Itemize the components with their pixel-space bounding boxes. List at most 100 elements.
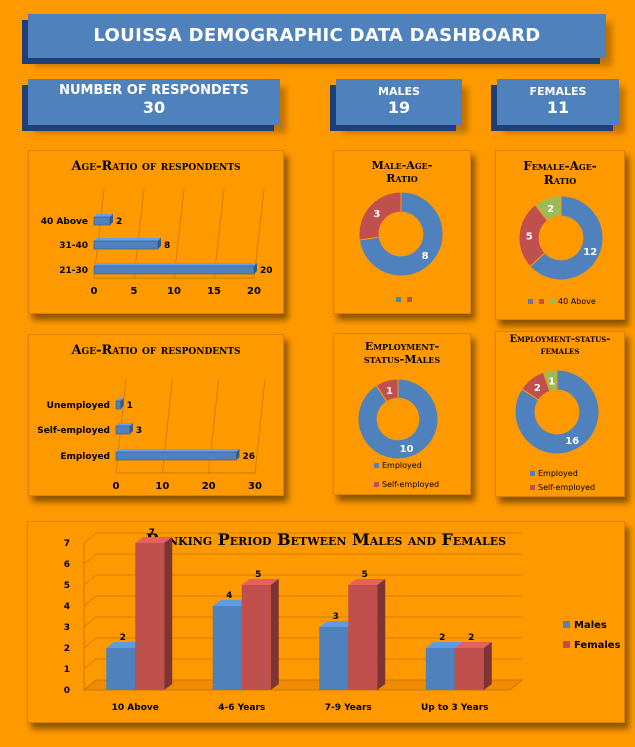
x-tick-label: 30 <box>248 481 262 492</box>
employment-ratio-panel: Age-Ratio of respondents 0 10 20 30 1 Unemplo… <box>28 334 284 496</box>
y-tick-label: 5 <box>64 581 70 591</box>
age-ratio-title: Age-Ratio of respondents <box>71 159 241 174</box>
slice-value-label: 2 <box>547 204 554 215</box>
slice-value-label: 1 <box>548 377 555 388</box>
bar-end <box>110 214 113 225</box>
category-label: 21-30 <box>59 266 88 276</box>
bar-end <box>158 238 161 249</box>
employment-males-donut: 10 1 Employed Self-employed <box>357 378 439 489</box>
x-tick-label: 0 <box>113 481 120 492</box>
age-ratio-panel: Age-Ratio of respondents 0 5 10 15 20 2 40 Abo… <box>28 150 284 314</box>
data-label: 3 <box>333 612 339 622</box>
bar-top <box>116 423 133 426</box>
bar-side <box>483 642 492 690</box>
grid-line <box>83 658 97 670</box>
data-label: 2 <box>120 633 126 643</box>
bar <box>454 648 484 690</box>
bar-end <box>120 398 124 409</box>
employment-females-title: Employment-status-females <box>509 334 611 357</box>
slice-value-label: 5 <box>526 231 533 242</box>
bar <box>93 240 159 250</box>
donut-slice <box>375 378 399 403</box>
grid-line <box>254 378 266 474</box>
category-label: 10 Above <box>112 703 159 713</box>
donut-slice <box>358 191 444 277</box>
bar-top <box>116 398 124 401</box>
grid-line <box>93 188 105 279</box>
bar <box>425 648 455 690</box>
bar-end <box>254 263 257 274</box>
x-tick-label: 0 <box>91 286 98 297</box>
x-tick-label: 20 <box>202 481 216 492</box>
bar-top <box>94 214 113 217</box>
employment-males-title: Employment-status-Males <box>363 340 441 366</box>
data-label: 2 <box>468 633 474 643</box>
y-tick-label: 7 <box>64 539 70 549</box>
category-label: 40 Above <box>41 217 88 227</box>
respondents-value: 30 <box>142 98 166 117</box>
bar <box>241 585 271 690</box>
bar-side <box>377 579 386 690</box>
males-label: MALES <box>378 85 420 98</box>
males-banner: MALES 19 <box>336 79 462 125</box>
legend-swatch <box>530 485 535 490</box>
donut-slice <box>529 195 604 281</box>
data-label: 8 <box>164 241 170 251</box>
x-tick-label: 20 <box>247 286 261 297</box>
grid-line <box>83 574 97 586</box>
legend-label: 40 Above <box>558 297 596 306</box>
y-tick-label: 2 <box>64 644 70 654</box>
y-tick-label: 0 <box>64 686 70 696</box>
category-label: 7-9 Years <box>325 703 372 713</box>
data-label: 26 <box>242 452 255 462</box>
data-label: 7 <box>149 528 155 538</box>
slice-value-label: 10 <box>400 444 414 455</box>
legend-swatch <box>396 297 401 302</box>
female-age-donut: 12 5 2 40 Above <box>518 195 604 306</box>
x-tick-label: 10 <box>155 481 169 492</box>
bar <box>348 585 378 690</box>
slice-value-label: 8 <box>422 251 429 262</box>
grid-line <box>83 616 97 628</box>
category-label: 31-40 <box>59 241 88 251</box>
donut-slice <box>542 369 558 392</box>
bar-top <box>454 642 492 648</box>
employment-ratio-title: Age-Ratio of respondents <box>71 343 241 358</box>
male-age-donut: 83 <box>358 191 444 302</box>
bar <box>135 543 165 690</box>
bar-top <box>425 642 463 648</box>
legend-swatch <box>374 482 379 487</box>
legend-swatch <box>528 299 533 304</box>
grid-line <box>83 637 97 649</box>
bar-top <box>348 579 386 585</box>
females-value: 11 <box>546 98 570 117</box>
bar-end <box>236 449 240 460</box>
female-age-title: Female-Age-Ratio <box>523 159 597 187</box>
grid-line <box>83 679 97 691</box>
legend-swatch <box>530 471 535 476</box>
data-label: 5 <box>255 570 261 580</box>
data-label: 3 <box>136 426 142 436</box>
banking-period-panel: Banking Period Between Males and Females… <box>27 521 625 723</box>
respondents-banner: NUMBER OF RESPONDETS 30 <box>28 79 280 125</box>
bar <box>106 648 136 690</box>
donut-slice <box>357 378 439 460</box>
x-tick-label: 15 <box>207 286 221 297</box>
bar <box>115 425 131 435</box>
females-label: FEMALES <box>529 85 587 98</box>
dashboard-title: LOUISSA DEMOGRAPHIC DATA DASHBOARD <box>93 25 541 46</box>
banking-period-title: Banking Period Between Males and Females <box>145 530 507 549</box>
donut-slice <box>358 191 402 241</box>
legend-swatch <box>374 463 379 468</box>
grid-line <box>83 532 97 544</box>
employment-ratio-chart: 0 10 20 30 1 Unemployed 3 Self-employed 26 Employ… <box>37 378 266 492</box>
bar-side <box>164 537 173 690</box>
data-label: 5 <box>362 570 368 580</box>
grid-line <box>83 595 97 607</box>
category-label: 4-6 Years <box>218 703 265 713</box>
bar <box>93 216 111 226</box>
legend-label: Males <box>574 620 607 631</box>
x-tick-label: 10 <box>167 286 181 297</box>
donut-slice <box>514 369 600 455</box>
